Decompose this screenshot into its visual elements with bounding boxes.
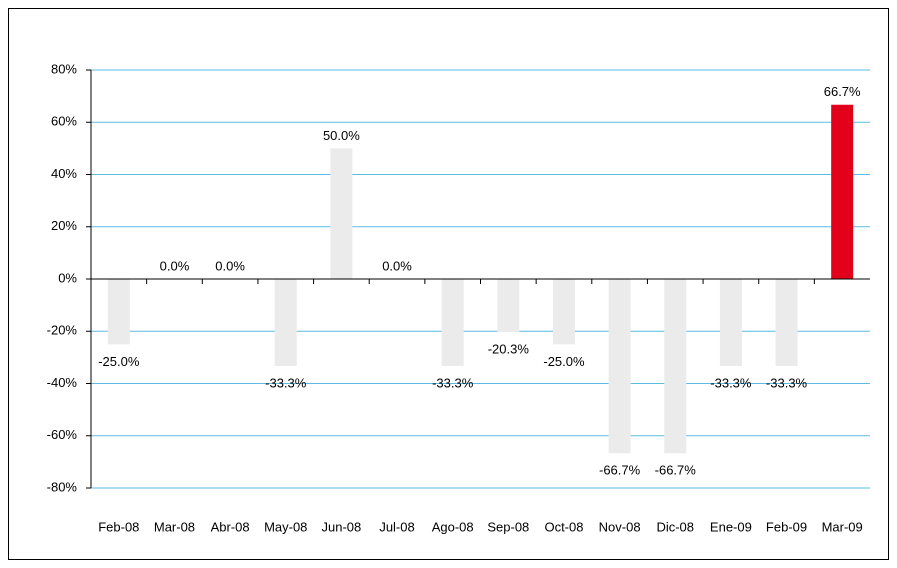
x-tick-label: Ago-08 [432,519,474,534]
value-label: -66.7% [599,463,641,478]
value-label: -33.3% [432,375,474,390]
y-tick-label: -80% [47,479,78,494]
value-label: 0.0% [160,258,190,273]
value-label: -33.3% [766,375,808,390]
x-tick-label: Ene-09 [710,519,752,534]
value-label: 0.0% [382,258,412,273]
x-tick-label: Nov-08 [599,519,641,534]
x-tick-label: Jun-08 [322,519,362,534]
value-label: 0.0% [215,258,245,273]
bar [664,279,687,454]
bar [775,279,798,366]
x-tick-label: Sep-08 [487,519,529,534]
value-label: 66.7% [824,84,861,99]
bar [274,279,297,366]
chart-frame [8,8,889,560]
value-label: -20.3% [488,341,530,356]
bar [497,279,520,333]
x-tick-label: Feb-09 [766,519,807,534]
y-tick-label: 40% [51,166,77,181]
y-tick-label: -60% [47,427,78,442]
bar [831,104,854,279]
bar [107,279,130,345]
x-tick-label: Abr-08 [211,519,250,534]
y-tick-label: -20% [47,323,78,338]
y-tick-label: 20% [51,218,77,233]
bar [608,279,631,454]
bar [719,279,742,366]
value-label: -66.7% [655,463,697,478]
x-tick-label: Dic-08 [656,519,694,534]
x-tick-label: Feb-08 [98,519,139,534]
value-label: -33.3% [710,375,752,390]
x-tick-label: Jul-08 [379,519,414,534]
y-tick-label: 60% [51,114,77,129]
bar [552,279,575,345]
value-label: 50.0% [323,128,360,143]
y-tick-label: -40% [47,375,78,390]
value-label: -33.3% [265,375,307,390]
value-label: -25.0% [543,354,585,369]
x-tick-label: Mar-08 [154,519,195,534]
bar [330,148,353,279]
x-tick-label: Mar-09 [822,519,863,534]
y-tick-label: 0% [58,270,77,285]
y-tick-label: 80% [51,61,77,76]
value-label: -25.0% [98,354,140,369]
x-tick-label: May-08 [264,519,307,534]
x-tick-label: Oct-08 [544,519,583,534]
bar [441,279,464,366]
